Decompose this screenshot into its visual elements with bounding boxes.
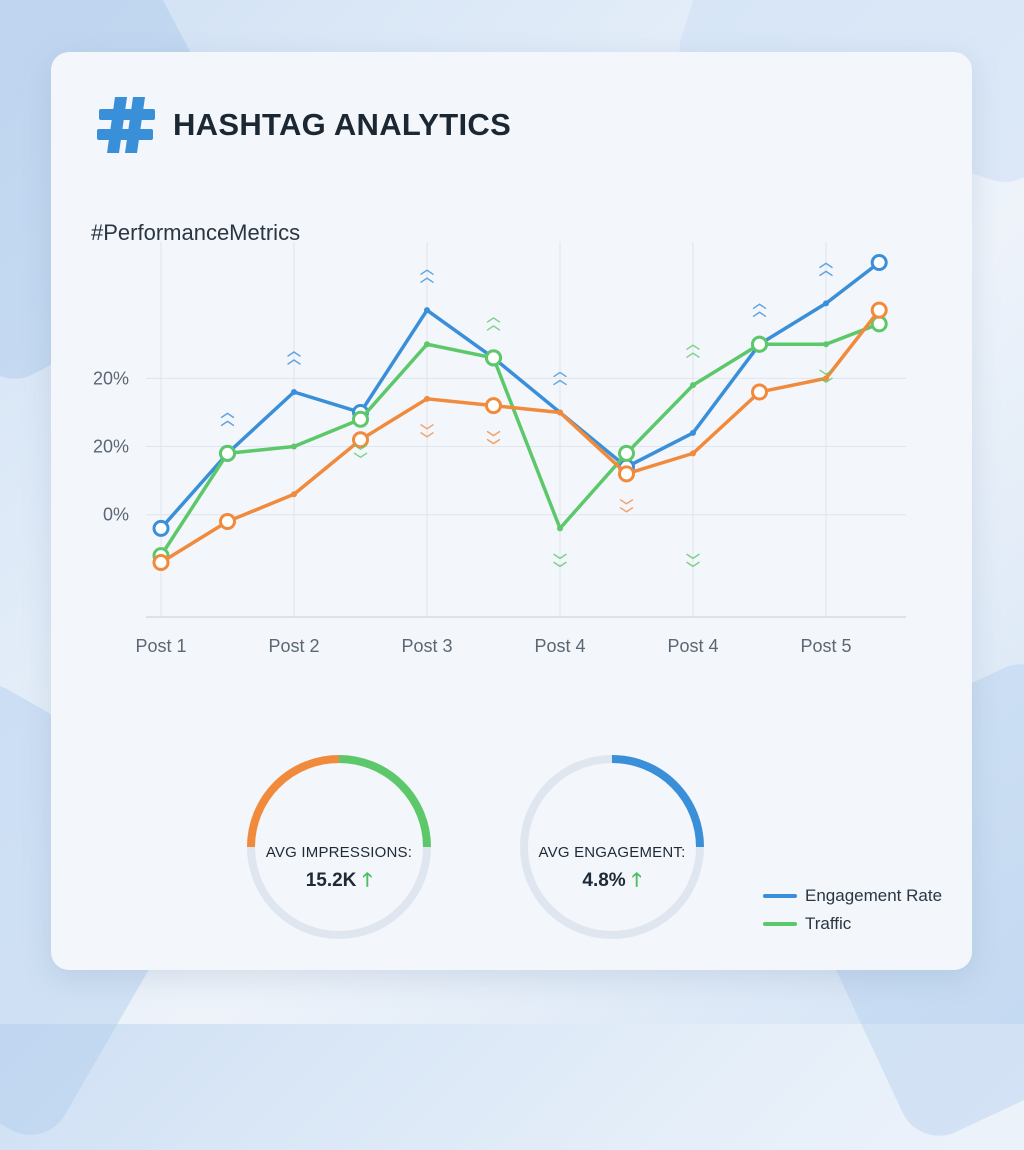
chevron-marker-icon bbox=[619, 507, 634, 513]
chevron-marker-icon bbox=[752, 311, 767, 317]
page-title: HASHTAG ANALYTICS bbox=[173, 107, 512, 142]
impressions-label: AVG IMPRESSIONS: bbox=[265, 844, 413, 861]
chart-legend: Engagement Rate Traffic bbox=[763, 882, 942, 938]
header: HASHTAG ANALYTICS bbox=[95, 90, 511, 160]
chevron-marker-icon bbox=[553, 371, 567, 378]
x-tick-label: Post 4 bbox=[667, 636, 718, 656]
chevron-marker-icon bbox=[553, 379, 567, 386]
data-point bbox=[823, 375, 829, 382]
chevron-marker-icon bbox=[819, 270, 833, 277]
engagement-value-row: 4.8% 🡑 bbox=[517, 866, 707, 898]
chevron-marker-icon bbox=[619, 499, 634, 505]
data-point bbox=[690, 450, 696, 457]
data-point bbox=[751, 383, 768, 401]
data-point bbox=[219, 513, 236, 531]
data-point bbox=[424, 341, 430, 348]
x-tick-label: Post 3 bbox=[401, 636, 452, 656]
chevron-marker-icon bbox=[553, 553, 567, 560]
x-tick-label: Post 2 bbox=[268, 636, 319, 656]
line-chart: 20% 20% 0% Post 1 Post 2 Post 3 Post 4 Post 4 Po… bbox=[93, 242, 906, 656]
series-line bbox=[159, 308, 881, 565]
data-point bbox=[557, 525, 563, 532]
x-tick-label: Post 1 bbox=[135, 636, 186, 656]
data-point bbox=[751, 335, 768, 353]
chevron-marker-icon bbox=[353, 444, 368, 451]
chevron-marker-icon bbox=[287, 351, 301, 357]
data-point bbox=[152, 519, 170, 537]
data-point bbox=[618, 465, 635, 483]
x-tick-label: Post 4 bbox=[534, 636, 585, 656]
data-point bbox=[291, 389, 297, 395]
data-point bbox=[690, 429, 696, 436]
up-arrow-icon: 🡑 bbox=[362, 870, 373, 891]
chevron-marker-icon bbox=[420, 277, 434, 283]
chevron-marker-icon bbox=[553, 561, 567, 568]
y-tick-label: 20% bbox=[93, 437, 129, 457]
data-point bbox=[870, 301, 888, 319]
hashtag-icon bbox=[97, 97, 155, 153]
data-point bbox=[152, 553, 170, 571]
engagement-gauge: AVG ENGAGEMENT: 4.8% 🡑 bbox=[517, 752, 707, 942]
data-point bbox=[557, 409, 563, 416]
chevron-marker-icon bbox=[486, 430, 501, 437]
legend-item-engagement: Engagement Rate bbox=[763, 882, 942, 910]
chevron-marker-icon bbox=[752, 303, 767, 309]
legend-label: Traffic bbox=[805, 914, 852, 933]
legend-swatch bbox=[763, 894, 797, 898]
analytics-card: HASHTAG ANALYTICS #PerformanceMetrics 20… bbox=[51, 52, 972, 970]
y-tick-label: 0% bbox=[103, 505, 129, 525]
chevron-marker-icon bbox=[486, 317, 501, 323]
series-line bbox=[159, 322, 881, 558]
chevron-marker-icon bbox=[220, 412, 235, 419]
chevron-marker-icon bbox=[486, 325, 501, 331]
data-point bbox=[424, 395, 430, 402]
up-arrow-icon: 🡑 bbox=[631, 870, 642, 891]
chevron-marker-icon bbox=[686, 553, 700, 560]
data-point bbox=[219, 444, 236, 462]
data-point bbox=[618, 444, 635, 462]
legend-item-traffic: Traffic bbox=[763, 910, 942, 938]
data-point bbox=[690, 382, 696, 389]
chevron-marker-icon bbox=[686, 561, 700, 568]
engagement-ring bbox=[520, 755, 704, 939]
impressions-gauge: AVG IMPRESSIONS: 15.2K 🡑 bbox=[244, 752, 434, 942]
data-point bbox=[485, 397, 502, 415]
impressions-ring bbox=[247, 755, 431, 939]
chevron-marker-icon bbox=[353, 452, 368, 459]
engagement-label: AVG ENGAGEMENT: bbox=[538, 844, 686, 861]
impressions-value: 15.2K bbox=[305, 870, 357, 891]
y-tick-label: 20% bbox=[93, 368, 129, 388]
chevron-marker-icon bbox=[486, 438, 501, 445]
series-line bbox=[159, 260, 881, 531]
data-point bbox=[823, 300, 829, 307]
data-point bbox=[424, 307, 430, 314]
legend-label: Engagement Rate bbox=[805, 886, 943, 905]
chevron-marker-icon bbox=[686, 352, 700, 358]
data-point bbox=[823, 341, 829, 348]
chevron-marker-icon bbox=[287, 359, 301, 365]
data-point bbox=[291, 443, 297, 450]
engagement-value: 4.8% bbox=[582, 870, 626, 891]
chevron-marker-icon bbox=[819, 377, 833, 384]
x-tick-label: Post 5 bbox=[800, 636, 851, 656]
chevron-marker-icon bbox=[420, 424, 434, 430]
chevron-marker-icon bbox=[420, 432, 434, 438]
data-point bbox=[352, 410, 369, 428]
chevron-marker-icon bbox=[420, 269, 434, 275]
chart-title: #PerformanceMetrics bbox=[91, 220, 301, 245]
impressions-value-row: 15.2K 🡑 bbox=[244, 866, 434, 898]
chevron-marker-icon bbox=[819, 262, 833, 269]
chevron-marker-icon bbox=[686, 344, 700, 350]
legend-swatch bbox=[763, 922, 797, 926]
chevron-marker-icon bbox=[819, 369, 833, 376]
data-point bbox=[485, 349, 502, 367]
chevron-marker-icon bbox=[220, 420, 235, 427]
data-point bbox=[352, 431, 369, 449]
data-point bbox=[291, 491, 297, 498]
data-point bbox=[870, 253, 888, 271]
